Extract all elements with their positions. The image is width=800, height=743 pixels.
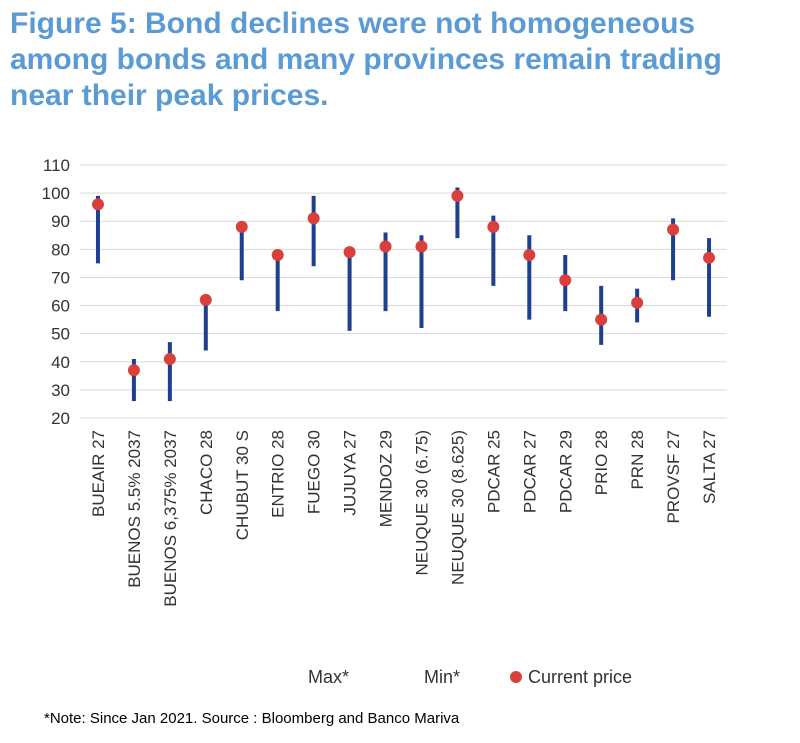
legend-label-current: Current price <box>528 667 632 687</box>
y-tick-label: 110 <box>43 156 70 175</box>
title-line-3: near their peak prices. <box>10 79 329 112</box>
x-tick-label: CHACO 28 <box>197 430 216 515</box>
x-tick-label: NEUQUE 30 (6.75) <box>412 430 431 576</box>
current-price-point <box>667 223 680 236</box>
current-price-point <box>451 189 464 202</box>
current-price-point <box>559 274 572 287</box>
y-tick-label: 60 <box>51 297 70 316</box>
current-price-point <box>163 352 176 365</box>
x-tick-label: ENTRIO 28 <box>269 430 288 518</box>
x-tick-label: PDCAR 27 <box>520 430 539 513</box>
bond-price-range-chart: 20 30 40 50 60 70 80 90 100 110 BUEAIR 27 BUENOS 5.… <box>42 156 727 687</box>
y-tick-label: 30 <box>51 381 70 400</box>
y-tick-label: 90 <box>51 212 70 231</box>
current-price-point <box>199 293 212 306</box>
x-tick-label: PROVSF 27 <box>664 430 683 524</box>
current-price-point <box>127 364 140 377</box>
title-line-1: Figure 5: Bond declines were not homogen… <box>10 7 696 40</box>
x-tick-label: NEUQUE 30 (8.625) <box>448 430 467 585</box>
current-price-point <box>235 220 248 233</box>
x-tick-label: CHUBUT 30 S <box>233 430 252 540</box>
current-price-point <box>631 296 644 309</box>
current-price-point <box>91 198 104 211</box>
x-tick-label: BUEAIR 27 <box>89 430 108 517</box>
x-tick-label: SALTA 27 <box>700 430 719 504</box>
legend-marker-current <box>510 671 522 683</box>
x-tick-label: PRIO 28 <box>592 430 611 495</box>
title-line-2: among bonds and many provinces remain tr… <box>10 43 722 76</box>
footnote: *Note: Since Jan 2021. Source : Bloomber… <box>44 710 460 727</box>
y-tick-label: 70 <box>51 268 70 287</box>
current-price-point <box>343 246 356 259</box>
x-tick-label: PRN 28 <box>628 430 647 490</box>
y-tick-label: 100 <box>42 184 70 203</box>
legend-label-max: Max* <box>308 667 349 687</box>
y-tick-label: 50 <box>51 325 70 344</box>
chart-title: Figure 5: Bond declines were not homogen… <box>10 6 790 114</box>
current-price-point <box>271 248 284 261</box>
current-price-point <box>703 251 716 264</box>
x-tick-label: BUENOS 6,375% 2037 <box>161 430 180 607</box>
x-tick-label: JUJUYA 27 <box>341 430 360 516</box>
y-tick-label: 40 <box>51 353 70 372</box>
x-tick-label: PDCAR 29 <box>556 430 575 513</box>
x-tick-label: MENDOZ 29 <box>377 430 396 527</box>
legend-label-min: Min* <box>424 667 460 687</box>
current-price-point <box>523 248 536 261</box>
current-price-point <box>379 240 392 253</box>
y-tick-label: 80 <box>51 240 70 259</box>
current-price-point <box>415 240 428 253</box>
x-tick-label: FUEGO 30 <box>305 430 324 514</box>
current-price-point <box>487 220 500 233</box>
x-tick-label: PDCAR 25 <box>484 430 503 513</box>
x-tick-label: BUENOS 5.5% 2037 <box>125 430 144 588</box>
y-tick-label: 20 <box>51 409 70 428</box>
current-price-point <box>307 212 320 225</box>
current-price-point <box>595 313 608 326</box>
